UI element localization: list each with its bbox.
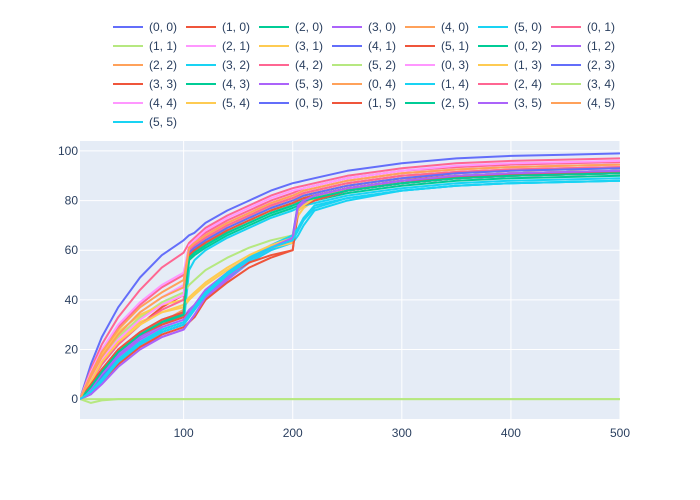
x-tick-label: 400 — [501, 426, 521, 440]
legend-item[interactable]: (3, 2) — [186, 58, 250, 72]
legend-item[interactable]: (0, 2) — [478, 39, 542, 53]
legend-item[interactable]: (2, 1) — [186, 39, 250, 53]
legend-item[interactable]: (4, 2) — [259, 58, 323, 72]
legend-label: (5, 4) — [222, 96, 250, 110]
legend-label: (3, 3) — [149, 77, 177, 91]
legend-item[interactable]: (2, 0) — [259, 20, 323, 34]
legend-label: (4, 5) — [587, 96, 615, 110]
legend-item[interactable]: (1, 4) — [405, 77, 469, 91]
legend-label: (4, 4) — [149, 96, 177, 110]
series-line — [80, 179, 620, 400]
legend-label: (3, 1) — [295, 39, 323, 53]
legend-label: (0, 5) — [295, 96, 323, 110]
legend-item[interactable]: (3, 1) — [259, 39, 323, 53]
legend-item[interactable]: (1, 0) — [186, 20, 250, 34]
legend-label: (3, 0) — [368, 20, 396, 34]
legend-item[interactable]: (3, 5) — [478, 96, 542, 110]
series-line — [80, 157, 620, 400]
legend-label: (5, 1) — [441, 39, 469, 53]
legend-item[interactable]: (2, 2) — [113, 58, 177, 72]
x-tick-label: 300 — [392, 426, 412, 440]
legend-label: (2, 0) — [295, 20, 323, 34]
legend-item[interactable]: (5, 5) — [113, 115, 177, 129]
legend-item[interactable]: (2, 3) — [551, 58, 615, 72]
legend-item[interactable]: (0, 1) — [551, 20, 615, 34]
legend-label: (4, 3) — [222, 77, 250, 91]
y-tick-label: 0 — [71, 392, 78, 406]
legend-label: (2, 5) — [441, 96, 469, 110]
legend-item[interactable]: (0, 5) — [259, 96, 323, 110]
legend-label: (3, 2) — [222, 58, 250, 72]
legend-item[interactable]: (3, 4) — [551, 77, 615, 91]
legend-label: (3, 5) — [514, 96, 542, 110]
legend-label: (4, 2) — [295, 58, 323, 72]
legend-item[interactable]: (5, 2) — [332, 58, 396, 72]
legend-label: (5, 3) — [295, 77, 323, 91]
legend-item[interactable]: (3, 3) — [113, 77, 177, 91]
legend-label: (4, 1) — [368, 39, 396, 53]
legend-item[interactable]: (5, 4) — [186, 96, 250, 110]
legend-item[interactable]: (1, 5) — [332, 96, 396, 110]
legend-label: (5, 2) — [368, 58, 396, 72]
legend-label: (5, 5) — [149, 115, 177, 129]
y-tick-label: 20 — [65, 343, 79, 357]
legend-label: (1, 1) — [149, 39, 177, 53]
legend[interactable]: (0, 0) (1, 0) (2, 0) (3, 0) (4, 0) (5, 0) (0, … — [113, 20, 615, 129]
legend-label: (1, 4) — [441, 77, 469, 91]
legend-label: (0, 2) — [514, 39, 542, 53]
legend-label: (4, 0) — [441, 20, 469, 34]
legend-label: (1, 0) — [222, 20, 250, 34]
legend-item[interactable]: (2, 5) — [405, 96, 469, 110]
legend-item[interactable]: (5, 0) — [478, 20, 542, 34]
legend-label: (2, 1) — [222, 39, 250, 53]
legend-item[interactable]: (5, 3) — [259, 77, 323, 91]
legend-item[interactable]: (3, 0) — [332, 20, 396, 34]
y-tick-label: 40 — [65, 293, 79, 307]
y-axis: 0 20 40 60 80 100 — [58, 144, 78, 406]
legend-label: (5, 0) — [514, 20, 542, 34]
legend-item[interactable]: (4, 3) — [186, 77, 250, 91]
y-tick-label: 60 — [65, 243, 79, 257]
legend-item[interactable]: (4, 1) — [332, 39, 396, 53]
legend-label: (3, 4) — [587, 77, 615, 91]
legend-item[interactable]: (4, 4) — [113, 96, 177, 110]
series-line — [80, 152, 620, 400]
legend-label: (1, 5) — [368, 96, 396, 110]
series-line — [80, 159, 620, 400]
legend-item[interactable]: (1, 1) — [113, 39, 177, 53]
legend-item[interactable]: (1, 3) — [478, 58, 542, 72]
x-axis: 100 200 300 400 500 — [174, 426, 631, 440]
legend-label: (1, 2) — [587, 39, 615, 53]
legend-label: (1, 3) — [514, 58, 542, 72]
x-tick-label: 200 — [283, 426, 303, 440]
y-tick-label: 100 — [58, 144, 78, 158]
x-tick-label: 100 — [174, 426, 194, 440]
legend-label: (2, 4) — [514, 77, 542, 91]
legend-label: (0, 0) — [149, 20, 177, 34]
legend-label: (0, 1) — [587, 20, 615, 34]
legend-item[interactable]: (4, 5) — [551, 96, 615, 110]
legend-item[interactable]: (2, 4) — [478, 77, 542, 91]
series-line — [80, 172, 620, 400]
y-tick-label: 80 — [65, 194, 79, 208]
legend-item[interactable]: (0, 3) — [405, 58, 469, 72]
legend-item[interactable]: (1, 2) — [551, 39, 615, 53]
legend-label: (2, 3) — [587, 58, 615, 72]
series-lines — [80, 152, 620, 404]
legend-item[interactable]: (0, 0) — [113, 20, 177, 34]
x-tick-label: 500 — [610, 426, 630, 440]
legend-item[interactable]: (0, 4) — [332, 77, 396, 91]
legend-label: (0, 3) — [441, 58, 469, 72]
legend-item[interactable]: (5, 1) — [405, 39, 469, 53]
legend-label: (2, 2) — [149, 58, 177, 72]
legend-label: (0, 4) — [368, 77, 396, 91]
legend-item[interactable]: (4, 0) — [405, 20, 469, 34]
series-line — [80, 163, 620, 400]
